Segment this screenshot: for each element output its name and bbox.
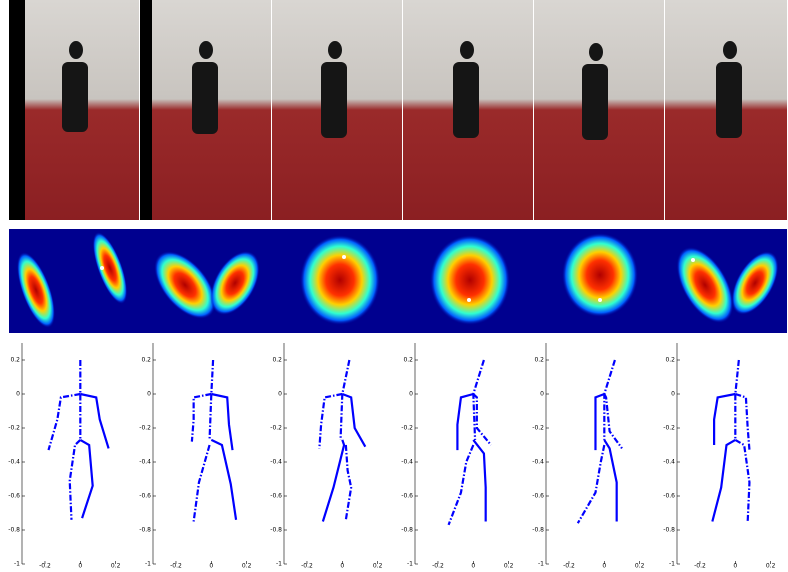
y-tick-label: 0 [540, 391, 544, 398]
y-tick-label: -1 [538, 561, 544, 568]
limb [473, 394, 491, 445]
photo-strip [9, 0, 787, 220]
y-tick-label: -0.2 [270, 425, 282, 432]
y-tick-label: -0.6 [8, 493, 20, 500]
y-tick-label: 0.2 [403, 357, 413, 364]
limb [595, 394, 604, 450]
x-tick-label: 0 [733, 563, 737, 570]
x-tick-label: 0.2 [504, 563, 514, 570]
figure: 0.2 0 -0.2 -0.4 -0.6 -0.8 -1 -0.2 0 0.2 0.2 0 -0.2 -0… [0, 0, 788, 572]
y-tick-label: 0 [409, 391, 413, 398]
photo-border [140, 0, 152, 220]
y-tick-label: 0.2 [10, 357, 20, 364]
y-tick-label: -0.4 [532, 459, 544, 466]
limb [735, 440, 749, 522]
limb [49, 394, 81, 450]
skeleton-plots: 0.2 0 -0.2 -0.4 -0.6 -0.8 -1 -0.2 0 0.2 0.2 0 -0.2 -0… [8, 343, 775, 570]
y-tick-label: -0.4 [8, 459, 20, 466]
y-tick-label: 0.2 [534, 357, 544, 364]
x-tick-label: 0.2 [635, 563, 645, 570]
y-tick-label: -0.8 [532, 527, 544, 534]
y-tick-label: -0.4 [401, 459, 413, 466]
limb [342, 394, 365, 447]
heatmap-strip [9, 228, 788, 333]
limb [192, 394, 211, 442]
x-tick-label: -0.2 [563, 563, 575, 570]
limb [712, 440, 735, 522]
limb [211, 440, 236, 520]
y-tick-label: -0.6 [139, 493, 151, 500]
y-tick-label: 0.2 [272, 357, 282, 364]
y-tick-label: -0.4 [139, 459, 151, 466]
x-tick-label: -0.2 [301, 563, 313, 570]
y-tick-label: -0.2 [8, 425, 20, 432]
y-tick-label: -0.8 [270, 527, 282, 534]
y-tick-label: 0.2 [665, 357, 675, 364]
limb [604, 394, 622, 448]
y-tick-label: 0 [147, 391, 151, 398]
limb [473, 360, 484, 440]
y-tick-label: -1 [407, 561, 413, 568]
y-tick-label: -0.8 [663, 527, 675, 534]
y-tick-label: -1 [669, 561, 675, 568]
limb [457, 394, 473, 450]
y-tick-label: -0.2 [401, 425, 413, 432]
y-tick-label: -0.6 [401, 493, 413, 500]
y-tick-label: 0 [671, 391, 675, 398]
figure-canvas: 0.2 0 -0.2 -0.4 -0.6 -0.8 -1 -0.2 0 0.2 0.2 0 -0.2 -0… [0, 0, 788, 572]
y-tick-label: -1 [145, 561, 151, 568]
x-tick-label: 0 [340, 563, 344, 570]
x-tick-label: 0.2 [373, 563, 383, 570]
y-tick-label: -0.2 [663, 425, 675, 432]
limb [735, 360, 739, 440]
limb [346, 445, 351, 520]
x-tick-label: 0.2 [242, 563, 252, 570]
y-tick-label: 0.2 [141, 357, 151, 364]
x-tick-label: -0.2 [694, 563, 706, 570]
y-tick-label: -0.6 [532, 493, 544, 500]
limb [449, 445, 474, 525]
y-tick-label: 0 [16, 391, 20, 398]
y-tick-label: -0.4 [663, 459, 675, 466]
y-tick-label: -1 [276, 561, 282, 568]
x-tick-label: 0 [209, 563, 213, 570]
y-tick-label: -0.4 [270, 459, 282, 466]
limb [80, 440, 92, 518]
limb [604, 440, 616, 522]
y-tick-label: -1 [14, 561, 20, 568]
limb [80, 394, 108, 448]
x-tick-label: -0.2 [39, 563, 51, 570]
photo-border [9, 0, 25, 220]
y-tick-label: -0.2 [139, 425, 151, 432]
y-tick-label: -0.6 [663, 493, 675, 500]
y-tick-label: -0.8 [139, 527, 151, 534]
y-tick-label: -0.8 [401, 527, 413, 534]
x-tick-label: 0 [602, 563, 606, 570]
y-tick-label: -0.6 [270, 493, 282, 500]
y-tick-label: -0.2 [532, 425, 544, 432]
y-tick-label: 0 [278, 391, 282, 398]
x-tick-label: -0.2 [432, 563, 444, 570]
x-tick-label: 0 [78, 563, 82, 570]
x-tick-label: 0.2 [111, 563, 121, 570]
limb [194, 445, 210, 522]
x-tick-label: 0 [471, 563, 475, 570]
limb [70, 440, 81, 520]
limb [323, 440, 344, 522]
limb [319, 394, 342, 448]
limb [578, 445, 605, 523]
y-tick-label: -0.8 [8, 527, 20, 534]
limb [341, 360, 350, 440]
limb [473, 440, 485, 522]
limb [210, 360, 214, 440]
x-tick-label: 0.2 [766, 563, 776, 570]
x-tick-label: -0.2 [170, 563, 182, 570]
limb [714, 394, 735, 445]
